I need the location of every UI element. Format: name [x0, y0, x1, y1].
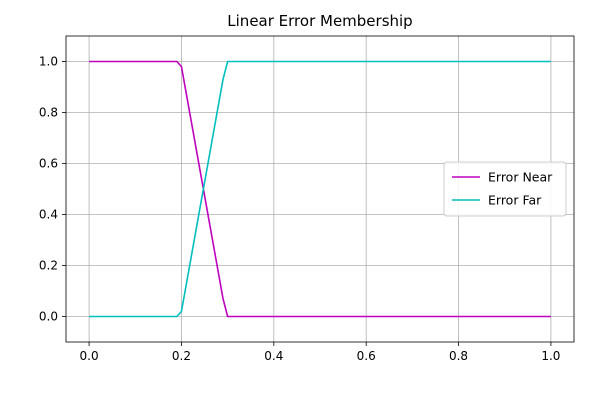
x-tick-label: 0.8 [449, 349, 468, 363]
x-tick-label: 0.6 [357, 349, 376, 363]
y-tick-label: 0.4 [39, 208, 58, 222]
y-tick-label: 0.2 [39, 259, 58, 273]
chart-title: Linear Error Membership [227, 12, 412, 30]
legend-box [443, 161, 567, 217]
series-line-error-far [89, 60, 551, 318]
legend-label-error-near: Error Near [488, 170, 553, 185]
y-tick-label: 0.6 [39, 157, 58, 171]
y-tick-label: 0.8 [39, 106, 58, 120]
x-tick-label: 0.4 [264, 349, 283, 363]
series-line-error-near [89, 60, 551, 318]
y-tick-label: 1.0 [39, 55, 58, 69]
x-tick-label: 0.2 [172, 349, 191, 363]
ticks: 0.0 0.2 0.4 0.6 0.8 1.0 0.0 0.2 0.4 0.6 0.8 1.0 [39, 55, 561, 364]
legend-label-error-far: Error Far [488, 193, 542, 208]
series-lines [89, 60, 551, 318]
y-tick-label: 0.0 [39, 310, 58, 324]
x-tick-label: 1.0 [541, 349, 560, 363]
legend: Error Near Error Far [443, 161, 567, 217]
axes-frame [65, 35, 575, 343]
x-tick-label: 0.0 [80, 349, 99, 363]
